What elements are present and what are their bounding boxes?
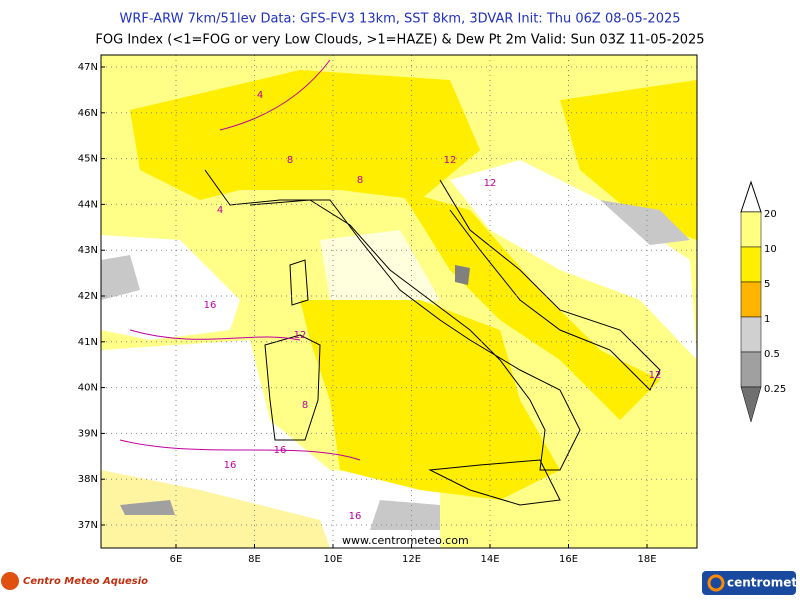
contour-label: 12 [484,178,497,189]
lat-label: 39N [78,428,98,439]
contour-label: 12 [294,330,307,341]
legend-label: 20 [764,209,777,220]
logo-text: centrometeo [727,576,800,590]
lat-label: 42N [78,291,98,302]
contour-label: 8 [302,400,308,411]
lat-label: 41N [78,337,98,348]
haze-area [400,190,660,420]
legend-swatch [740,316,762,353]
lat-label: 43N [78,245,98,256]
map: 4 8 8 12 12 16 16 16 8 12 16 4 12 www.centrometeo.co… [100,54,698,549]
contour-label: 8 [287,155,293,166]
legend-label: 0.25 [764,384,786,395]
sardinia-coast [264,334,321,441]
coastline [439,179,661,391]
legend-swatch [740,281,762,318]
legend-swatch [740,246,762,283]
dew-point-contour [119,59,361,461]
legend-arrow-top [740,180,762,213]
haze-area [300,300,560,500]
haze-area [101,470,330,548]
lat-label: 45N [78,154,98,165]
legend: 20 10 5 1 0.5 0.25 [740,180,786,423]
lat-label: 37N [78,520,98,531]
lon-label: 18E [637,554,656,565]
clear-area [320,230,440,310]
clear-area [101,235,240,340]
lon-label: 8E [248,554,261,565]
legend-swatch [740,386,762,423]
fog-area [120,500,175,515]
fog-area [600,200,690,245]
lat-label: 40N [78,383,98,394]
header-field: FOG Index (<1=FOG or very Low Clouds, >1… [95,33,704,48]
haze-area [130,70,480,200]
right-logo: centrometeo [702,571,800,595]
contour-label: 4 [257,90,263,101]
corsica-coast [289,259,309,306]
header-model: WRF-ARW 7km/51lev Data: GFS-FV3 13km, SS… [119,12,680,27]
lat-label: 44N [78,199,98,210]
contour-label: 16 [204,300,217,311]
legend-label: 5 [764,279,770,290]
contour-label: 16 [274,445,287,456]
logo-icon [1,572,19,590]
clear-area [450,160,697,360]
coastline [204,169,581,471]
legend-swatch [740,211,762,248]
map-frame [100,54,698,549]
lon-label: 16E [559,554,578,565]
legend-swatch [740,351,762,388]
fog-area [455,265,470,285]
logo-icon [707,574,725,592]
lat-label: 46N [78,108,98,119]
contour-label: 4 [217,205,223,216]
left-logo: Centro Meteo Aquesio [1,572,148,590]
legend-label: 1 [764,314,770,325]
legend-label: 10 [764,244,777,255]
contour-label: 12 [649,370,662,381]
contour-label: 16 [349,511,362,522]
lon-label: 10E [323,554,342,565]
lat-label: 47N [78,62,98,73]
lon-label: 6E [170,554,183,565]
fog-area [101,255,140,300]
haze-area [560,80,697,240]
logo-text: Centro Meteo Aquesio [23,576,148,587]
lon-label: 14E [480,554,499,565]
lon-label: 12E [402,554,421,565]
logo-box [702,571,796,595]
lat-label: 38N [78,474,98,485]
contour-label: 12 [444,155,457,166]
contour-label: 8 [357,175,363,186]
contour-label: 16 [224,460,237,471]
fog-area [370,500,440,530]
watermark: www.centrometeo.com [342,534,469,547]
sicily-coast [428,459,561,506]
legend-label: 0.5 [764,349,780,360]
